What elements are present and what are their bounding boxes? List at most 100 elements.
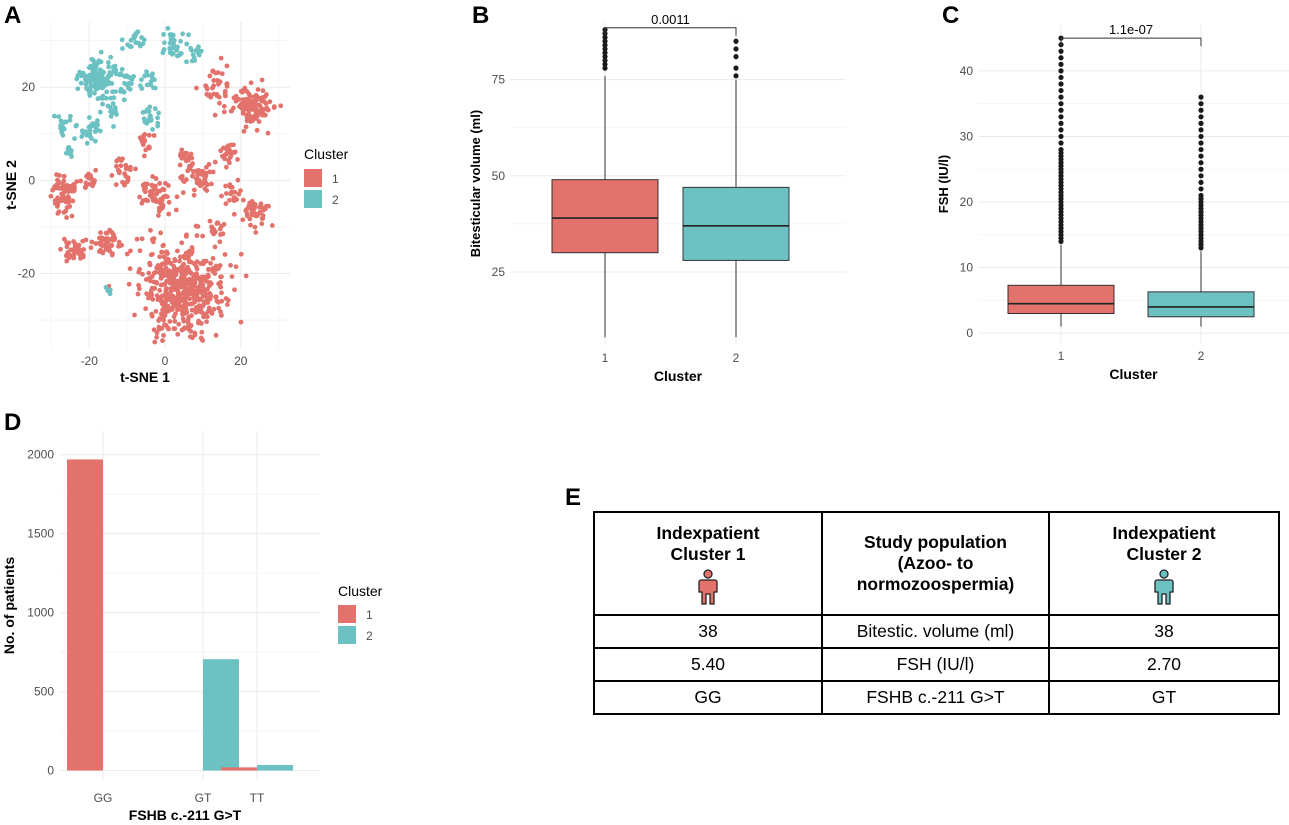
- scatter-point: [177, 153, 183, 158]
- outlier-point: [1198, 120, 1204, 126]
- scatter-point: [211, 78, 217, 83]
- scatter-point: [240, 217, 246, 223]
- scatter-point: [111, 69, 117, 74]
- scatter-point: [256, 210, 262, 216]
- scatter-point: [117, 72, 123, 78]
- x-axis-title: Cluster: [654, 368, 703, 384]
- scatter-point: [158, 196, 163, 202]
- x-tick-label: 2: [1198, 349, 1205, 363]
- scatter-point: [95, 96, 101, 102]
- scatter-point: [143, 306, 149, 312]
- scatter-point: [151, 327, 157, 333]
- scatter-point: [86, 125, 92, 130]
- scatter-point: [60, 182, 66, 187]
- scatter-point: [155, 120, 161, 126]
- scatter-point: [255, 87, 261, 92]
- scatter-point: [161, 333, 166, 338]
- scatter-point: [108, 113, 114, 119]
- outlier-point: [602, 65, 608, 71]
- scatter-point: [174, 194, 180, 200]
- scatter-point: [181, 261, 187, 267]
- y-tick-label: 2000: [27, 448, 54, 462]
- scatter-point: [158, 297, 164, 303]
- scatter-point: [185, 264, 190, 270]
- scatter-point: [80, 254, 86, 260]
- scatter-point: [104, 230, 110, 236]
- outlier-point: [733, 73, 739, 79]
- scatter-point: [129, 77, 135, 82]
- indexpatient-table: Indexpatient Cluster 1 Study population …: [593, 511, 1280, 715]
- scatter-point: [247, 98, 252, 104]
- scatter-point: [52, 113, 57, 119]
- y-tick-label: 0: [28, 173, 35, 187]
- scatter-point: [252, 211, 257, 216]
- x-axis-title: FSHB c.-211 G>T: [129, 807, 242, 823]
- scatter-point: [223, 296, 229, 301]
- scatter-point: [191, 273, 197, 279]
- outlier-point: [1058, 107, 1064, 113]
- scatter-point: [96, 58, 102, 64]
- scatter-point: [227, 184, 233, 190]
- outlier-point: [1198, 133, 1204, 140]
- scatter-point: [186, 32, 191, 38]
- legend-swatch: [338, 605, 356, 623]
- scatter-point: [73, 123, 79, 129]
- scatter-point: [87, 80, 93, 85]
- y-axis-title: No. of patients: [1, 557, 17, 654]
- scatter-point: [81, 247, 87, 252]
- scatter-point: [103, 284, 109, 290]
- scatter-point: [149, 274, 155, 279]
- outlier-point: [1058, 114, 1064, 120]
- outlier-point: [1198, 101, 1204, 107]
- scatter-point: [60, 193, 66, 199]
- outlier-point: [1058, 140, 1064, 146]
- scatter-point: [52, 184, 57, 190]
- scatter-point: [207, 169, 213, 175]
- scatter-point: [101, 70, 106, 75]
- scatter-point: [154, 293, 160, 299]
- fsh-boxplot: 0 10 20 30 40 1 2 1.1e-07 Cluster FSH (IU/l): [938, 22, 1289, 382]
- scatter-point: [78, 80, 84, 86]
- scatter-point: [172, 268, 178, 274]
- scatter-point: [162, 193, 168, 199]
- scatter-point: [106, 64, 112, 70]
- scatter-point: [125, 175, 131, 181]
- outlier-point: [1198, 94, 1204, 100]
- scatter-point: [120, 46, 125, 51]
- scatter-point: [153, 197, 158, 203]
- scatter-point: [243, 124, 249, 130]
- scatter-point: [219, 290, 224, 296]
- scatter-point: [259, 77, 265, 83]
- scatter-point: [191, 187, 197, 193]
- scatter-point: [147, 104, 153, 110]
- scatter-point: [83, 79, 89, 84]
- scatter-point: [212, 112, 218, 118]
- scatter-point: [229, 274, 235, 279]
- scatter-point: [108, 72, 114, 78]
- scatter-point: [65, 250, 71, 255]
- scatter-point: [149, 191, 155, 197]
- x-tick-label: 1: [602, 351, 609, 365]
- scatter-point: [139, 86, 145, 91]
- y-tick-label: 50: [492, 169, 506, 183]
- scatter-point: [187, 301, 193, 307]
- scatter-point: [189, 307, 195, 313]
- scatter-point: [171, 326, 177, 332]
- scatter-point: [247, 94, 253, 99]
- scatter-point: [148, 278, 153, 284]
- scatter-point: [97, 128, 103, 134]
- scatter-point: [206, 266, 211, 272]
- scatter-point: [153, 176, 159, 181]
- scatter-point: [148, 252, 154, 258]
- scatter-point: [93, 128, 98, 134]
- scatter-point: [149, 74, 155, 80]
- y-tick-label: 75: [492, 73, 506, 87]
- scatter-point: [235, 177, 241, 183]
- scatter-point: [244, 89, 250, 94]
- scatter-point: [160, 203, 166, 208]
- y-tick-label: 0: [966, 326, 973, 340]
- scatter-point: [148, 291, 153, 297]
- scatter-point: [156, 318, 162, 323]
- scatter-point: [200, 282, 206, 288]
- outlier-point: [733, 65, 739, 71]
